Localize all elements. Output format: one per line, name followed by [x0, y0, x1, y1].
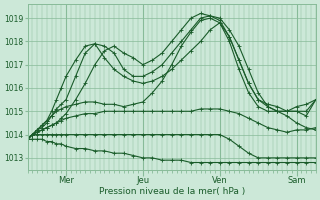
X-axis label: Pression niveau de la mer( hPa ): Pression niveau de la mer( hPa )	[99, 187, 245, 196]
